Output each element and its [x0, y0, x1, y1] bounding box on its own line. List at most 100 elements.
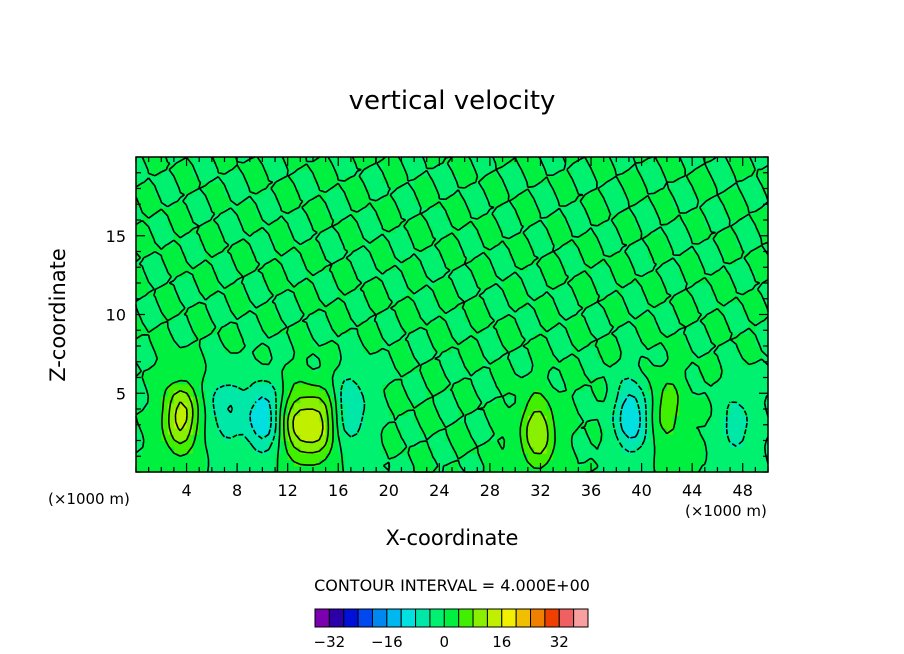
- field-cell: [350, 409, 358, 416]
- field-cell: [369, 276, 377, 284]
- field-cell: [635, 245, 643, 253]
- field-cell: [458, 264, 466, 271]
- field-cell: [420, 289, 428, 297]
- field-cell: [452, 226, 459, 234]
- field-cell: [628, 220, 636, 227]
- field-cell: [679, 188, 687, 196]
- field-cell: [572, 295, 579, 303]
- field-cell: [363, 314, 371, 322]
- field-cell: [249, 257, 257, 265]
- field-cell: [742, 453, 750, 460]
- field-cell: [723, 182, 731, 190]
- field-cell: [515, 383, 523, 391]
- field-cell: [559, 283, 567, 290]
- field-cell: [142, 276, 150, 284]
- field-cell: [357, 182, 365, 190]
- field-cell: [704, 295, 712, 303]
- field-cell: [673, 440, 681, 448]
- field-cell: [312, 465, 320, 473]
- field-cell: [565, 339, 573, 347]
- field-cell: [281, 371, 289, 379]
- field-cell: [496, 346, 504, 353]
- field-cell: [622, 421, 630, 429]
- field-cell: [180, 364, 188, 372]
- field-cell: [275, 301, 282, 309]
- field-cell: [730, 434, 737, 442]
- field-cell: [521, 182, 529, 190]
- field-cell: [742, 434, 750, 442]
- field-cell: [338, 352, 346, 360]
- field-cell: [414, 446, 421, 454]
- field-cell: [350, 276, 358, 284]
- field-cell: [591, 434, 598, 442]
- field-cell: [167, 245, 175, 253]
- field-cell: [414, 232, 421, 240]
- field-cell: [666, 157, 674, 164]
- field-cell: [338, 440, 346, 448]
- field-cell: [376, 213, 384, 221]
- field-cell: [540, 371, 548, 379]
- field-cell: [534, 257, 542, 265]
- field-cell: [755, 327, 763, 334]
- field-cell: [553, 465, 561, 473]
- field-cell: [647, 276, 655, 284]
- field-cell: [357, 308, 365, 316]
- field-cell: [616, 434, 624, 442]
- field-cell: [559, 226, 567, 234]
- field-cell: [685, 358, 693, 366]
- field-cell: [319, 295, 327, 303]
- field-cell: [647, 213, 655, 221]
- field-cell: [641, 301, 649, 309]
- field-cell: [515, 427, 523, 435]
- field-cell: [376, 377, 384, 385]
- field-cell: [534, 402, 542, 410]
- field-cell: [717, 226, 725, 234]
- field-cell: [230, 352, 238, 360]
- field-cell: [452, 465, 459, 473]
- field-cell: [325, 333, 333, 341]
- field-cell: [388, 320, 396, 328]
- field-cell: [591, 396, 598, 404]
- field-cell: [502, 434, 510, 442]
- field-cell: [363, 358, 371, 366]
- field-cell: [591, 238, 598, 246]
- field-cell: [458, 157, 466, 164]
- field-cell: [553, 232, 561, 240]
- field-cell: [256, 270, 263, 278]
- field-cell: [439, 434, 447, 442]
- field-cell: [477, 352, 485, 360]
- field-cell: [673, 194, 681, 202]
- field-cell: [565, 220, 573, 227]
- field-cell: [660, 213, 668, 221]
- field-cell: [205, 339, 213, 347]
- field-cell: [477, 295, 485, 303]
- field-cell: [464, 352, 472, 360]
- field-cell: [452, 402, 459, 410]
- field-cell: [205, 377, 213, 385]
- field-cell: [622, 314, 630, 322]
- field-cell: [673, 308, 681, 316]
- field-cell: [439, 459, 447, 467]
- field-cell: [673, 245, 681, 253]
- field-cell: [173, 327, 181, 334]
- field-cell: [224, 220, 232, 227]
- field-cell: [666, 339, 674, 347]
- field-cell: [628, 283, 636, 290]
- field-cell: [489, 339, 497, 347]
- field-cell: [376, 339, 384, 347]
- field-cell: [502, 238, 510, 246]
- field-cell: [540, 289, 548, 297]
- field-cell: [761, 238, 769, 246]
- field-cell: [666, 257, 674, 265]
- field-cell: [559, 245, 567, 253]
- field-cell: [692, 226, 700, 234]
- field-cell: [243, 402, 251, 410]
- field-cell: [452, 415, 459, 423]
- field-cell: [199, 446, 207, 454]
- field-cell: [717, 232, 725, 240]
- field-cell: [300, 220, 308, 227]
- field-cell: [420, 421, 428, 429]
- field-cell: [192, 194, 200, 202]
- field-cell: [331, 383, 339, 391]
- field-cell: [496, 358, 504, 366]
